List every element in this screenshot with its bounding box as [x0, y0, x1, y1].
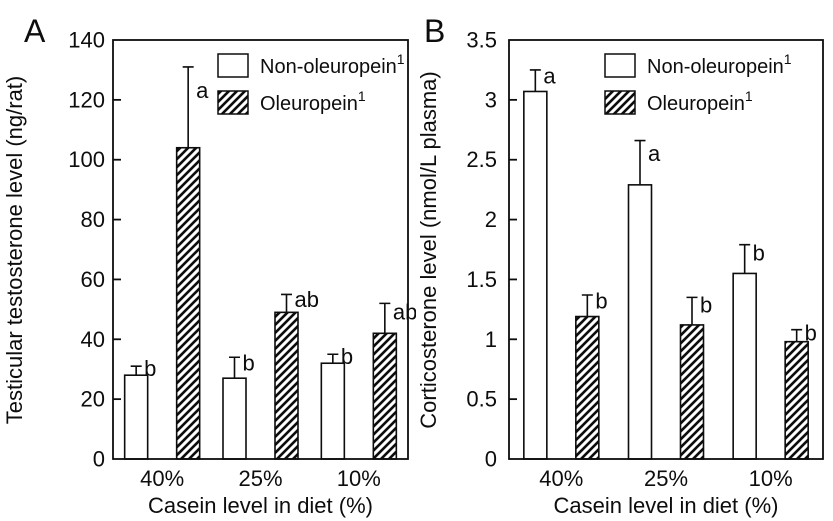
legend-swatch-open — [217, 53, 249, 78]
bar-open — [123, 374, 149, 460]
plot-box — [508, 39, 824, 460]
sig-letter: b — [805, 320, 817, 345]
panel-letter: A — [24, 13, 46, 49]
bar-hatched — [679, 324, 705, 460]
x-category-label: 25% — [644, 466, 688, 491]
y-tick-label: 3.5 — [466, 28, 497, 53]
y-axis-title: Corticosterone level (nmol/L plasma) — [416, 71, 441, 428]
legend-label: Non-oleuropein1 — [647, 51, 792, 78]
bar-open — [222, 377, 247, 460]
y-tick-label: 1.5 — [466, 267, 497, 292]
bar-open — [732, 272, 757, 460]
panel-b-chart: a b 40% a b 25% b b 10% 0 0.5 1 1.5 2 2.5 3 3.5 Corticost… — [416, 13, 824, 518]
x-category-label: 10% — [749, 466, 793, 491]
x-category-label: 40% — [140, 466, 184, 491]
sig-letter: b — [595, 288, 607, 313]
bar-open — [320, 362, 346, 460]
y-tick-label: 2.5 — [466, 147, 497, 172]
y-tick-label: 0 — [485, 447, 497, 472]
y-axis-title: Testicular testosterone level (ng/rat) — [2, 76, 27, 425]
x-category-label: 40% — [539, 466, 583, 491]
error-bar — [791, 328, 803, 342]
legend-label: Non-oleuropein1 — [260, 51, 405, 78]
legend-swatch-hatched — [217, 90, 249, 115]
y-tick-label: 60 — [81, 267, 105, 292]
bar-hatched — [784, 340, 809, 460]
error-bar — [739, 243, 751, 274]
bar-hatched — [575, 315, 600, 460]
plot-box — [112, 39, 409, 460]
bar-hatched — [175, 146, 201, 460]
x-axis-title: Casein level in diet (%) — [554, 493, 779, 518]
sig-letter: b — [700, 293, 712, 318]
panel-a-chart: b a 40% b ab 25% b ab 10% 0 20 40 60 80 100 120 140 Testi… — [2, 13, 416, 518]
panel-letter: B — [424, 13, 445, 49]
y-tick-label: 1 — [485, 327, 497, 352]
sig-letter: b — [753, 240, 765, 265]
y-tick-label: 3 — [485, 87, 497, 112]
sig-letter: ab — [295, 287, 319, 312]
y-tick-label: 20 — [81, 387, 105, 412]
y-tick-label: 80 — [81, 207, 105, 232]
x-category-label: 25% — [238, 466, 282, 491]
y-tick-label: 40 — [81, 327, 105, 352]
sig-letter: a — [648, 141, 661, 166]
sig-letter: a — [196, 78, 209, 103]
sig-letter: ab — [393, 299, 416, 324]
sig-letter: a — [543, 63, 556, 88]
error-bar — [529, 69, 541, 92]
error-bar — [182, 66, 194, 148]
error-bar — [229, 356, 240, 379]
error-bar — [327, 353, 339, 364]
legend-swatch-open — [604, 53, 636, 78]
error-bar — [686, 296, 698, 325]
bar-open — [523, 90, 548, 460]
y-tick-label: 0 — [93, 447, 105, 472]
legend-label: Oleuropein1 — [260, 88, 366, 115]
bar-hatched — [274, 311, 299, 460]
sig-letter: b — [144, 356, 156, 381]
sig-letter: b — [243, 351, 255, 376]
y-tick-label: 2 — [485, 207, 497, 232]
x-category-label: 10% — [337, 466, 381, 491]
legend-swatch-hatched — [604, 90, 636, 115]
sig-letter: b — [341, 344, 353, 369]
y-tick-label: 0.5 — [466, 387, 497, 412]
legend-label: Oleuropein1 — [647, 88, 753, 115]
x-axis-title: Casein level in diet (%) — [148, 493, 373, 518]
error-bar — [281, 293, 292, 313]
error-bar — [130, 365, 142, 376]
error-bar — [581, 294, 593, 317]
error-bar — [379, 302, 391, 334]
y-tick-label: 100 — [68, 147, 105, 172]
y-tick-label: 140 — [68, 28, 105, 53]
error-bar — [634, 139, 646, 185]
y-tick-label: 120 — [68, 87, 105, 112]
bar-hatched — [372, 332, 398, 460]
bar-open — [627, 184, 653, 460]
